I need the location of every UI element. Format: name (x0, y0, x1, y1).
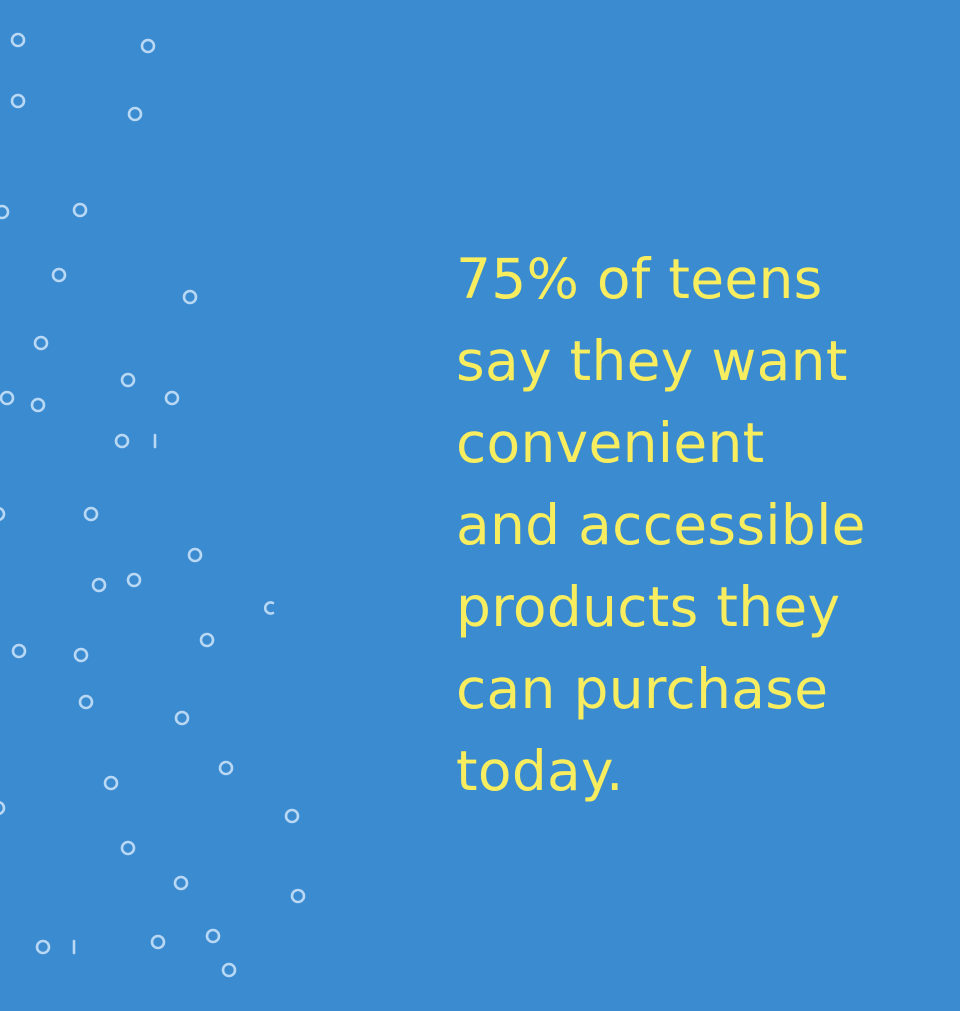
bubble-pattern (0, 32, 306, 978)
bubble-icon (140, 38, 156, 54)
teen-statistic-text: 75% of teens say they want convenient an… (456, 238, 926, 812)
bubble-icon (127, 106, 143, 122)
statement-line: say they want (456, 329, 848, 393)
statement-line: can purchase (456, 657, 829, 721)
bubble-icon (284, 808, 300, 824)
bubble-icon (73, 647, 89, 663)
bubble-icon (0, 800, 6, 816)
statement-line: convenient (456, 411, 765, 475)
bubble-icon (290, 888, 306, 904)
bubble-icon (187, 547, 203, 563)
bubble-icon (0, 506, 6, 522)
bubble-icon (174, 710, 190, 726)
bubble-icon (83, 506, 99, 522)
bubble-icon (173, 875, 189, 891)
bubble-icon (33, 335, 49, 351)
bubble-icon (120, 372, 136, 388)
bubble-icon (120, 840, 136, 856)
bubble-icon (182, 289, 198, 305)
bubble-icon (91, 577, 107, 593)
bubble-icon (263, 601, 275, 615)
statement-line: today. (456, 739, 624, 803)
bubble-icon (0, 204, 10, 220)
bubble-icon (72, 202, 88, 218)
bubble-icon (10, 32, 26, 48)
bubble-icon (51, 267, 67, 283)
bubble-icon (150, 934, 166, 950)
bubble-icon (103, 775, 119, 791)
bubble-icon (0, 390, 15, 406)
statement-line: and accessible (456, 493, 866, 557)
bubble-icon (126, 572, 142, 588)
bubble-icon (114, 433, 130, 449)
bubble-icon (205, 928, 221, 944)
bubble-icon (30, 397, 46, 413)
bubble-icon (164, 390, 180, 406)
bubble-icon (35, 939, 51, 955)
bubble-icon (218, 760, 234, 776)
statement-line: 75% of teens (456, 247, 823, 311)
bubble-icon (199, 632, 215, 648)
bubble-icon (221, 962, 237, 978)
statement-line: products they (456, 575, 841, 639)
bubble-icon (78, 694, 94, 710)
bubble-icon (11, 643, 27, 659)
bubble-icon (10, 93, 26, 109)
